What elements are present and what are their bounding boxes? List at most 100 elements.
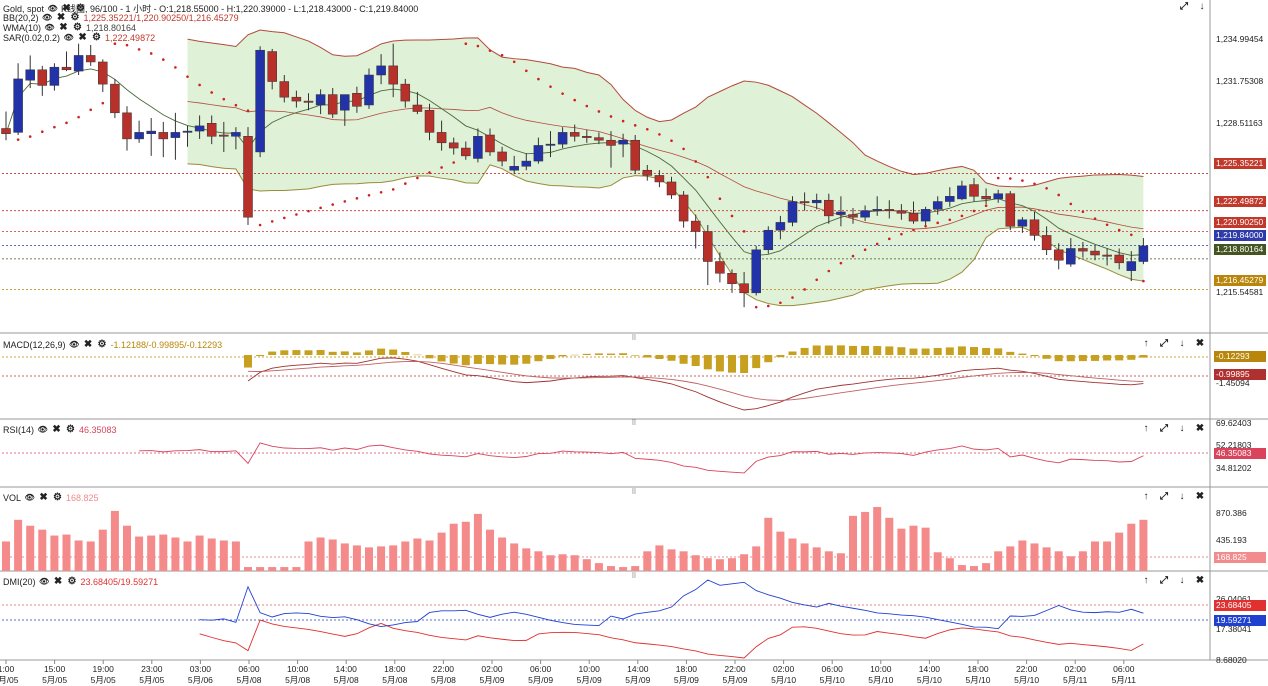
sar-dot xyxy=(912,228,915,232)
candle xyxy=(448,142,459,149)
sar-dot xyxy=(1021,179,1024,182)
candle xyxy=(1041,235,1052,251)
bollinger-middle-line xyxy=(187,101,1144,230)
sar-dot xyxy=(186,75,189,78)
close-panel-icon[interactable]: ✖ xyxy=(1195,338,1205,349)
sar-dot xyxy=(331,203,335,206)
volume-bar xyxy=(62,534,71,571)
gear-icon[interactable]: ⚙ xyxy=(53,492,62,503)
maximize-icon[interactable]: ⤢ xyxy=(1160,491,1168,502)
sar-dot xyxy=(367,193,371,197)
macd-histogram-bar xyxy=(377,348,386,355)
y-tick-label: 52.21803 xyxy=(1216,440,1252,450)
close-icon[interactable]: ✖ xyxy=(39,492,48,503)
macd-histogram-bar xyxy=(776,355,785,358)
volume-bar xyxy=(703,558,712,571)
gear-icon[interactable]: ⚙ xyxy=(76,3,86,14)
sar-dot xyxy=(488,49,492,52)
move-up-icon[interactable]: ↑ xyxy=(1143,575,1149,586)
macd-histogram-bar xyxy=(413,354,422,356)
close-panel-icon[interactable]: ✖ xyxy=(1195,575,1205,586)
volume-bar xyxy=(849,515,857,571)
eye-icon[interactable]: 👁 xyxy=(47,4,58,13)
close-icon[interactable]: ✖ xyxy=(83,339,93,350)
move-down-icon[interactable]: ↓ xyxy=(1199,1,1205,12)
eye-icon[interactable]: 👁 xyxy=(38,577,50,586)
move-down-icon[interactable]: ↓ xyxy=(1179,423,1185,434)
indicator-values: 46.35083 xyxy=(79,424,117,435)
candle xyxy=(739,283,749,294)
indicator-values: 1,225.35221/1,220.90250/1,216.45279 xyxy=(83,12,239,23)
gear-icon[interactable]: ⚙ xyxy=(67,576,77,587)
volume-bar xyxy=(244,567,252,571)
close-icon[interactable]: ✖ xyxy=(52,424,61,435)
sar-dot xyxy=(875,242,879,246)
sar-dot xyxy=(404,182,407,185)
price-tag-sar: 1,222.49872 xyxy=(1214,196,1266,207)
maximize-icon[interactable]: ⤢ xyxy=(1160,575,1168,586)
sar-dot xyxy=(1105,223,1109,227)
volume-bar xyxy=(582,559,591,571)
close-icon[interactable]: ✖ xyxy=(53,576,63,587)
eye-icon[interactable]: 👁 xyxy=(68,340,80,349)
close-panel-icon[interactable]: ✖ xyxy=(1195,423,1205,434)
sar-dot xyxy=(972,209,976,213)
macd-header: MACD(12,26,9) 👁 ✖ ⚙ -1.12188/-0.99895/-0… xyxy=(3,339,222,350)
move-up-icon[interactable]: ↑ xyxy=(1143,423,1149,434)
candle xyxy=(485,134,495,153)
candle xyxy=(158,132,169,140)
macd-histogram-bar xyxy=(268,351,277,355)
candle xyxy=(73,55,84,72)
price-tag-wma: 1,218.80164 xyxy=(1214,244,1266,255)
gear-icon[interactable]: ⚙ xyxy=(70,12,80,23)
gear-icon[interactable]: ⚙ xyxy=(73,22,82,33)
macd-histogram-bar xyxy=(522,355,531,364)
volume-bar xyxy=(1091,541,1099,571)
macd-histogram-bar xyxy=(812,345,821,355)
volume-bar xyxy=(691,555,700,571)
maximize-icon[interactable]: ⤢ xyxy=(1180,1,1188,12)
indicator-name: DMI(20) xyxy=(3,576,36,587)
eye-icon[interactable]: 👁 xyxy=(41,13,53,22)
gear-icon[interactable]: ⚙ xyxy=(92,32,102,43)
move-down-icon[interactable]: ↓ xyxy=(1179,575,1185,586)
move-down-icon[interactable]: ↓ xyxy=(1179,491,1185,502)
close-icon[interactable]: ✖ xyxy=(59,22,68,33)
gear-icon[interactable]: ⚙ xyxy=(66,424,75,435)
sar-dot xyxy=(646,127,649,131)
close-icon[interactable]: ✖ xyxy=(62,3,71,14)
sar-dot xyxy=(597,110,601,113)
candle xyxy=(981,196,991,200)
volume-bar xyxy=(909,525,918,571)
move-down-icon[interactable]: ↓ xyxy=(1179,338,1185,349)
sar-dot xyxy=(984,204,988,207)
close-icon[interactable]: ✖ xyxy=(78,32,87,43)
eye-icon[interactable]: 👁 xyxy=(37,425,48,434)
x-tick-label: 22:00 5月/08 xyxy=(430,664,456,685)
eye-icon[interactable]: 👁 xyxy=(63,33,74,42)
sar-dot xyxy=(174,66,177,69)
gear-icon[interactable]: ⚙ xyxy=(97,339,107,350)
maximize-icon[interactable]: ⤢ xyxy=(1160,338,1168,349)
move-up-icon[interactable]: ↑ xyxy=(1143,491,1149,502)
macd-histogram-bar xyxy=(921,348,930,355)
eye-icon[interactable]: 👁 xyxy=(24,493,35,502)
sar-dot xyxy=(1009,177,1012,180)
macd-histogram-bar xyxy=(328,351,337,355)
volume-bar xyxy=(764,517,773,571)
eye-icon[interactable]: 👁 xyxy=(44,23,55,32)
sar-dot xyxy=(1069,202,1073,206)
close-icon[interactable]: ✖ xyxy=(56,12,66,23)
maximize-icon[interactable]: ⤢ xyxy=(1160,423,1168,434)
sar-dot xyxy=(1142,279,1145,283)
close-panel-icon[interactable]: ✖ xyxy=(1195,491,1205,502)
macd-histogram-bar xyxy=(655,355,664,359)
macd-histogram-bar xyxy=(970,347,978,355)
volume-bar xyxy=(897,528,906,571)
candle xyxy=(1126,261,1137,271)
y-tick-label: 435.193 xyxy=(1216,535,1247,545)
candle xyxy=(775,222,786,231)
move-up-icon[interactable]: ↑ xyxy=(1143,338,1149,349)
panel-resize-handle: ⠿ xyxy=(631,488,636,496)
candle xyxy=(1102,254,1112,257)
